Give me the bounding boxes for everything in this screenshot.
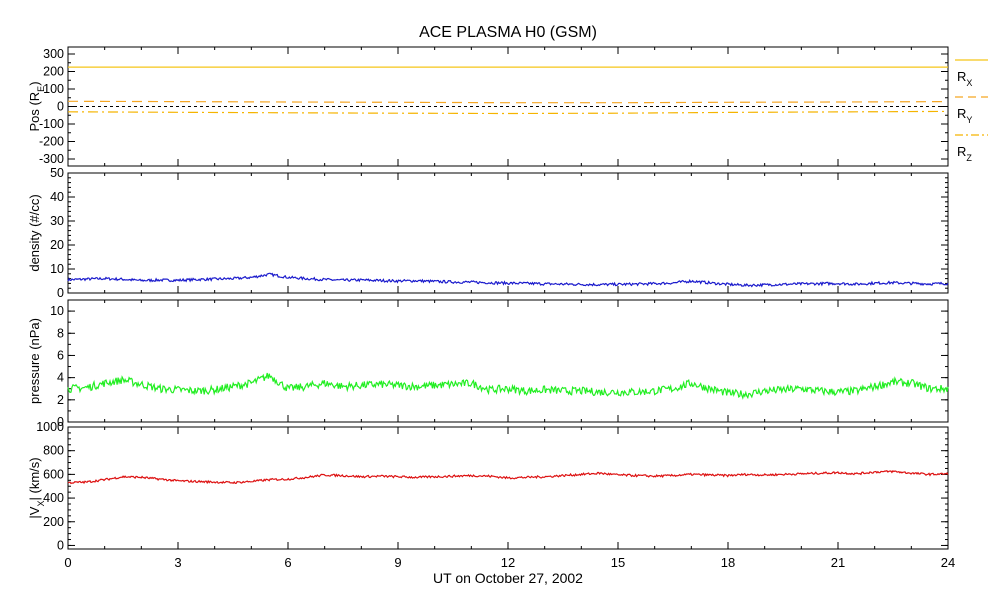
y-axis-label: Pos (RE) [27, 81, 46, 131]
series-line-vx-0 [67, 469, 949, 485]
y-tick-label: 200 [43, 515, 64, 529]
panel-pressure: 10 8 6 4 2 0 pressure (nPa) [27, 299, 949, 429]
y-tick-label: 4 [57, 371, 64, 385]
chart-title: ACE PLASMA H0 (GSM) [419, 24, 597, 41]
y-axis-label: pressure (nPa) [27, 318, 42, 404]
y-axis-label: density (#/cc) [27, 194, 42, 271]
y-tick-label: 300 [43, 47, 64, 61]
y-tick-label: 0 [57, 286, 64, 300]
y-tick-label: 20 [50, 238, 64, 252]
panel-vx: 1000 800 600 400 200 0 |VX| (km/s) [27, 420, 949, 552]
y-tick-label: 400 [43, 491, 64, 505]
y-axis-label: |VX| (km/s) [27, 457, 46, 518]
y-tick-label: 10 [50, 262, 64, 276]
x-tick-label: 0 [64, 555, 71, 570]
panel-frame [67, 299, 949, 423]
panel-density: 50 40 30 20 10 0 density (#/cc) [27, 166, 949, 300]
y-tick-label: 40 [50, 190, 64, 204]
y-tick-label: -300 [39, 152, 64, 166]
y-tick-label: 50 [50, 166, 64, 180]
y-tick-label: 0 [57, 415, 64, 429]
series-line-density-0 [67, 272, 949, 288]
y-tick-label: 600 [43, 467, 64, 481]
y-tick-label: 1000 [36, 420, 64, 434]
x-tick-label: 9 [394, 555, 401, 570]
y-tick-label: 0 [57, 538, 64, 552]
y-tick-label: 10 [50, 304, 64, 318]
panel-frame [67, 172, 949, 294]
series-line-pos-2 [67, 110, 949, 115]
legend-label: RZ [957, 144, 972, 163]
x-tick-label: 24 [941, 555, 955, 570]
x-tick-label: 15 [611, 555, 625, 570]
y-tick-label: 8 [57, 326, 64, 340]
panel-frame [67, 426, 949, 550]
y-tick-label: 800 [43, 444, 64, 458]
x-tick-label: 21 [831, 555, 845, 570]
series-line-pressure-0 [67, 372, 949, 400]
y-tick-label: 30 [50, 214, 64, 228]
y-tick-label: 2 [57, 393, 64, 407]
legend-label: RY [957, 106, 972, 125]
y-tick-label: 200 [43, 65, 64, 79]
series-line-pos-1 [67, 100, 949, 104]
y-tick-label: 6 [57, 348, 64, 362]
x-tick-label: 6 [284, 555, 291, 570]
y-tick-label: 100 [43, 82, 64, 96]
y-tick-label: -200 [39, 135, 64, 149]
y-tick-label: 0 [57, 100, 64, 114]
x-tick-label: 3 [174, 555, 181, 570]
panel-pos: 300 200 100 0 -100 -200 -300 Pos (RE) [27, 46, 949, 167]
x-tick-label: 18 [721, 555, 735, 570]
legend-label: RX [957, 69, 972, 88]
x-tick-label: 12 [501, 555, 515, 570]
y-tick-label: -100 [39, 117, 64, 131]
x-axis-label: UT on October 27, 2002 [433, 570, 583, 586]
